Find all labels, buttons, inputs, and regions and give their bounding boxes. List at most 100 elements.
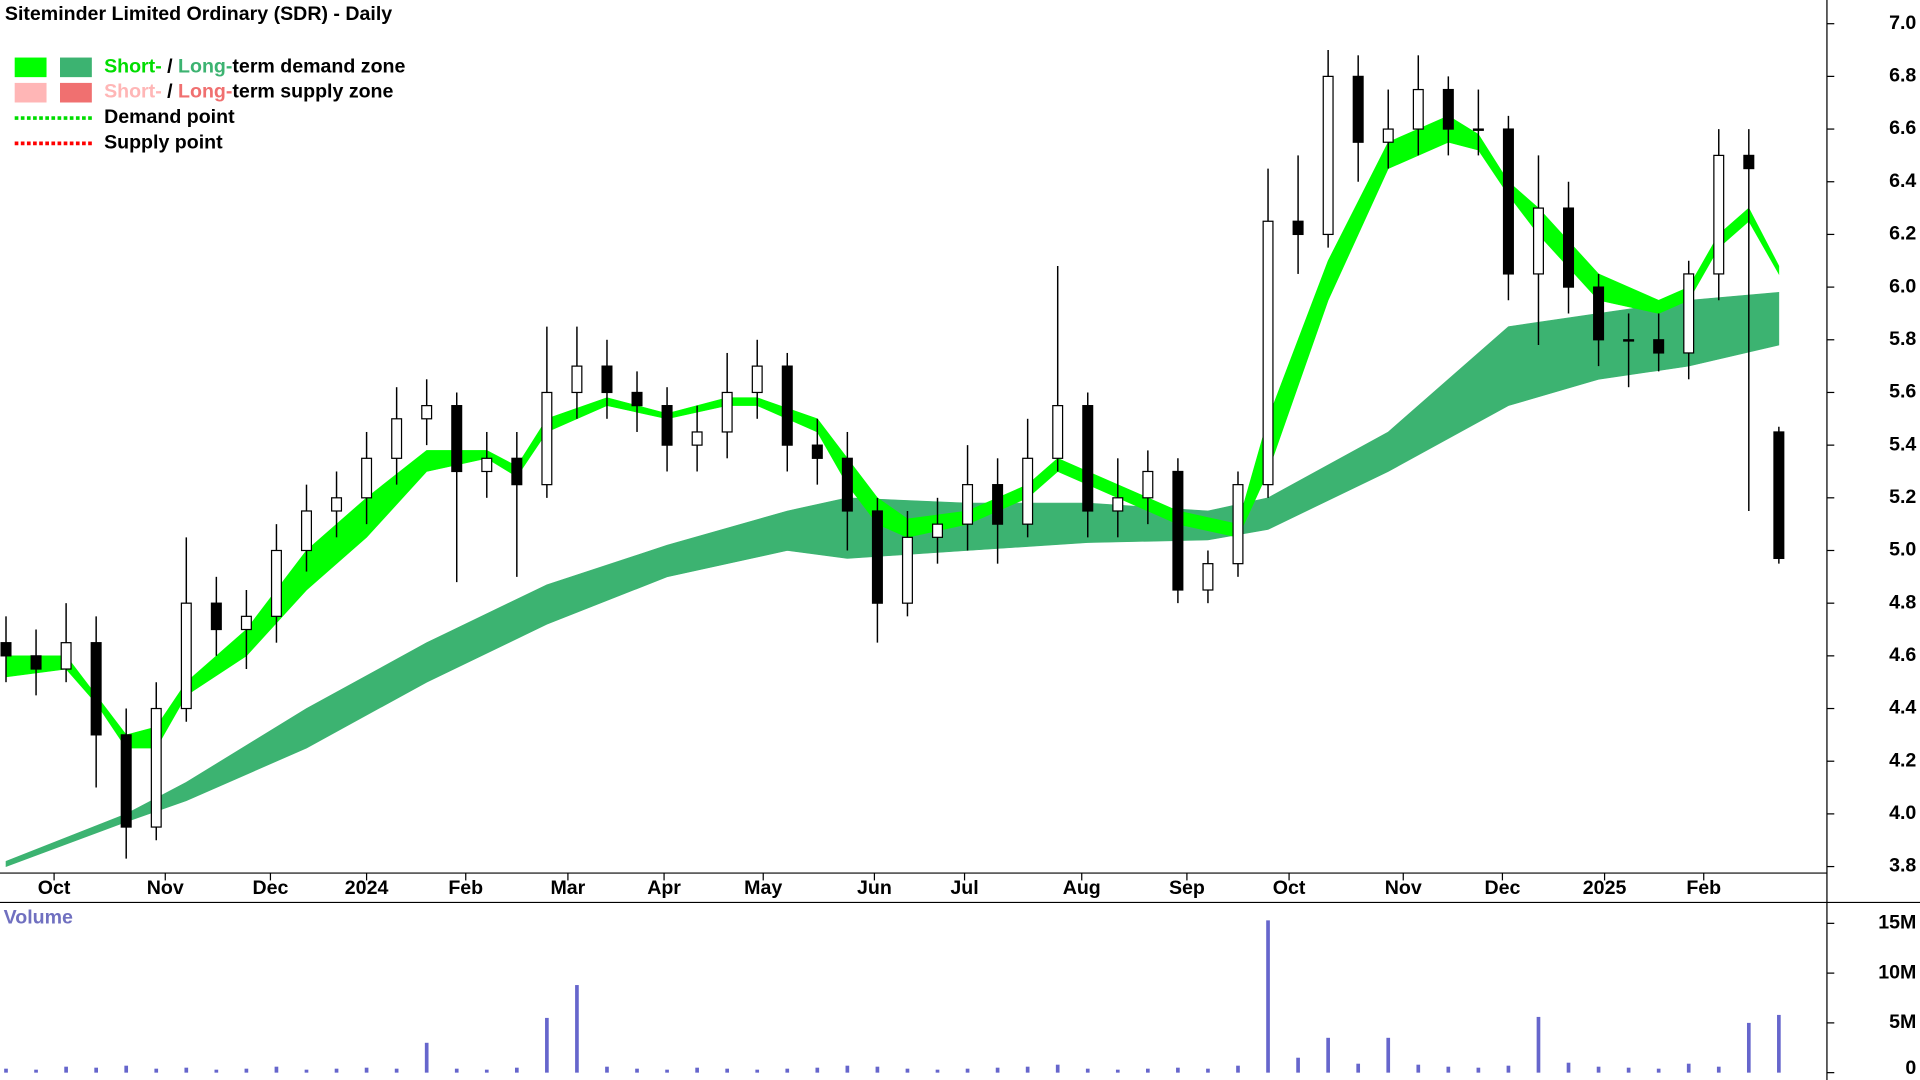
volume-bar — [1236, 1065, 1240, 1073]
legend-label-part: Long- — [178, 81, 232, 103]
candle-body — [1442, 88, 1454, 130]
y-tick-label: 6.4 — [1889, 170, 1916, 192]
candle-body — [1172, 470, 1184, 591]
legend-label-part: term supply zone — [232, 81, 393, 103]
candle-body — [1563, 207, 1575, 288]
volume-bar — [725, 1068, 730, 1073]
volume-bar — [905, 1068, 910, 1073]
volume-bar — [1626, 1067, 1631, 1073]
x-tick-label: Apr — [647, 877, 681, 899]
volume-bar — [1025, 1066, 1030, 1073]
candle-body — [931, 523, 944, 538]
y-tick-label: 5.8 — [1889, 328, 1916, 350]
candle-body — [1593, 286, 1605, 341]
volume-tick-label: 15M — [1878, 912, 1916, 934]
legend-label-part: Long- — [178, 56, 232, 78]
volume-bar — [1176, 1067, 1180, 1073]
volume-tick-label: 5M — [1889, 1011, 1916, 1033]
candle-body — [481, 457, 493, 473]
volume-bar — [815, 1067, 820, 1073]
candle-body — [1773, 431, 1785, 560]
volume-bar — [1686, 1063, 1691, 1073]
candle-body — [90, 642, 102, 736]
x-tick-label: Jun — [857, 877, 892, 899]
volume-bar — [364, 1067, 369, 1073]
volume-bar — [1146, 1068, 1150, 1073]
candle-body — [421, 405, 433, 420]
candle-body — [1382, 128, 1394, 143]
volume-bar — [214, 1069, 219, 1073]
candle-body — [1112, 497, 1124, 512]
candle-body — [751, 365, 763, 394]
candle-body — [691, 431, 703, 446]
volume-bar — [244, 1068, 249, 1073]
volume-bar — [1266, 920, 1270, 1073]
candles — [0, 50, 1785, 859]
candle-body — [1232, 484, 1244, 565]
legend-swatch — [14, 57, 47, 78]
volume-bar — [394, 1068, 399, 1073]
candle-body — [781, 365, 793, 446]
volume-bar — [1446, 1066, 1451, 1073]
legend-label-part: / — [162, 56, 178, 78]
candle-body — [1502, 128, 1514, 275]
legend-swatch — [14, 82, 47, 103]
x-tick-label: Nov — [147, 877, 184, 899]
legend-label: Supply point — [104, 132, 223, 154]
candle-body — [361, 457, 373, 499]
volume-bar — [1085, 1068, 1090, 1073]
x-tick-label: Mar — [550, 877, 585, 899]
zone-band — [5, 115, 1780, 749]
candle-body — [511, 457, 523, 486]
y-tick-label: 6.8 — [1889, 65, 1916, 87]
candle-body — [1472, 128, 1484, 131]
volume-bar — [1536, 1016, 1541, 1073]
volume-bar — [274, 1066, 279, 1073]
candle-body — [1082, 405, 1094, 512]
candle-body — [0, 642, 12, 657]
zones — [5, 115, 1780, 868]
candle-body — [811, 444, 823, 459]
candle-body — [1352, 75, 1364, 143]
volume-label: Volume — [4, 907, 73, 929]
y-tick-label: 4.0 — [1889, 802, 1916, 824]
volume-bar — [605, 1066, 609, 1073]
candle-body — [841, 457, 853, 512]
volume-bar — [4, 1068, 8, 1073]
volume-bar — [845, 1065, 850, 1073]
candle-body — [1142, 470, 1154, 499]
legend-label-part: Short- — [104, 56, 162, 78]
candle-body — [240, 615, 252, 631]
y-tick-label: 6.2 — [1889, 223, 1916, 245]
volume-tick-label: 0 — [1905, 1057, 1916, 1079]
volume-bar — [1596, 1066, 1601, 1073]
volume-bar — [665, 1069, 669, 1073]
volume-bar — [154, 1068, 159, 1073]
x-tick-label: Aug — [1063, 877, 1101, 899]
candle-body — [1743, 154, 1755, 170]
candle-body — [1202, 563, 1214, 591]
candle-body — [331, 497, 343, 512]
volume-bar — [1566, 1062, 1571, 1073]
candle-body — [601, 365, 613, 394]
volume-bar — [1506, 1065, 1511, 1073]
x-tick-label: Feb — [448, 877, 483, 899]
volume-bar — [875, 1066, 880, 1073]
legend-label-part: term demand zone — [232, 56, 405, 78]
legend-label-part: Short- — [104, 81, 162, 103]
volume-bar — [1716, 1066, 1721, 1073]
candle-body — [120, 734, 132, 828]
legend-swatch — [60, 57, 92, 78]
x-tick-label: Dec — [252, 877, 288, 899]
x-tick-label: 2024 — [345, 877, 389, 899]
volume-bar — [454, 1068, 459, 1073]
candle-body — [180, 602, 192, 710]
volume-bar — [1386, 1037, 1391, 1073]
chart-title: Siteminder Limited Ordinary (SDR) - Dail… — [5, 3, 392, 25]
candle-body — [1653, 339, 1665, 354]
zone-band — [5, 292, 1780, 868]
volume-bar — [1115, 1069, 1120, 1073]
volume-panel: Volume 0 5M 10M 15M — [4, 907, 1917, 1080]
